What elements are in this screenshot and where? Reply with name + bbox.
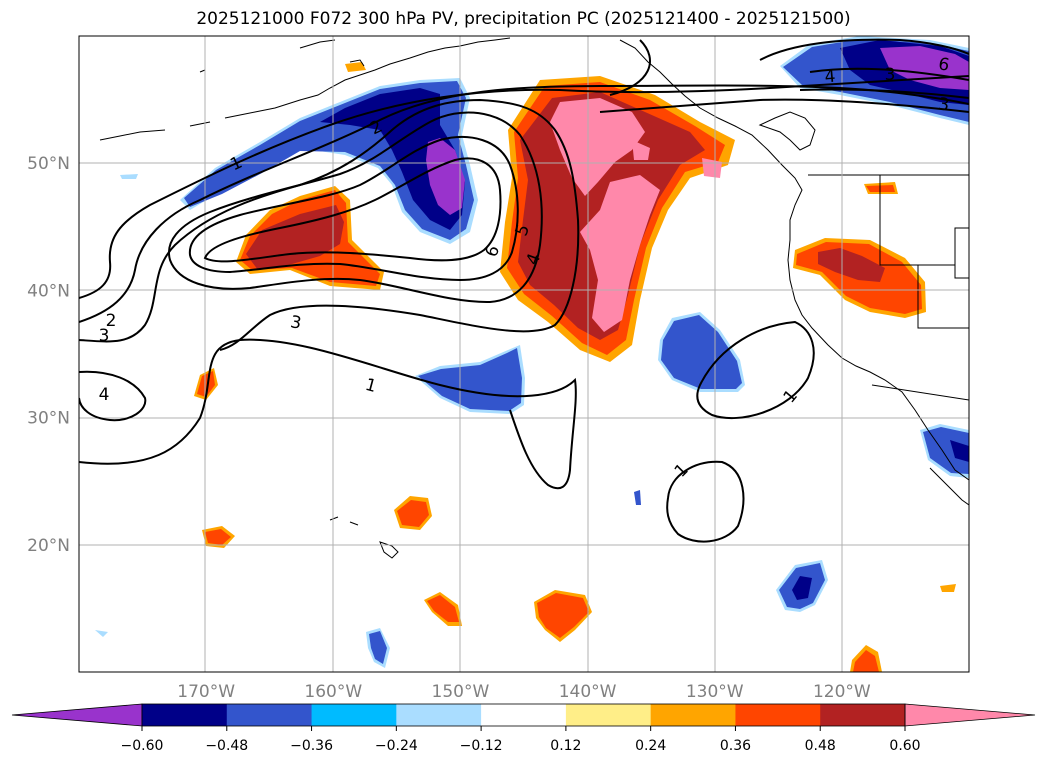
colorbar-segment [650, 704, 736, 726]
latitude-labels: 50°N 40°N 30°N 20°N [27, 154, 70, 556]
pv-contour-2 [79, 84, 969, 323]
colorbar-segment [565, 704, 652, 726]
pv-contour-far [759, 38, 969, 99]
colorbar-segment [311, 704, 397, 726]
coastlines [99, 37, 969, 559]
lon-tick-label: 120°W [813, 682, 871, 702]
pv-contour-1 [79, 75, 969, 299]
pv-label: 3 [99, 326, 110, 346]
precip-positive-fill [194, 62, 956, 672]
lon-tick-label: 170°W [177, 682, 235, 702]
colorbar-tick-label: −0.12 [460, 738, 503, 754]
colorbar-tick-label: 0.24 [635, 738, 666, 754]
pv-contour-1d [666, 460, 745, 543]
colorbar-tick-label: 0.36 [720, 738, 751, 754]
colorbar-tick-label: 0.48 [805, 738, 836, 754]
pv-contour-4b [168, 111, 543, 304]
colorbar-segment [820, 704, 906, 726]
pv-contour-pb [609, 39, 651, 96]
colorbar-tick-label: −0.48 [205, 738, 248, 754]
colorbar-segment [142, 704, 228, 726]
lon-tick-label: 140°W [559, 682, 617, 702]
colorbar-segment [226, 704, 313, 726]
colorbar-segment [396, 704, 482, 726]
lon-tick-label: 150°W [432, 682, 490, 702]
precip-negative-fill [95, 36, 969, 668]
pv-contour-3 [79, 98, 969, 351]
colorbar-segment [735, 704, 821, 726]
colorbar-tick-label: 0.12 [550, 738, 581, 754]
map-area: 1 1 1 1 2 2 3 3 4 4 4 5 6 6 3 3 [79, 36, 969, 672]
pv-label: 3 [937, 94, 951, 115]
colorbar [11, 703, 1036, 731]
colorbar-segment [481, 704, 567, 726]
pv-label: 3 [885, 65, 896, 85]
pv-label: 2 [106, 311, 117, 331]
pv-label: 4 [99, 385, 110, 405]
pv-label: 4 [824, 67, 837, 88]
pv-label: 1 [363, 375, 379, 397]
lat-tick-label: 20°N [27, 536, 70, 556]
lon-tick-label: 130°W [686, 682, 744, 702]
pv-contours [79, 38, 969, 543]
pv-contour-1b [79, 338, 577, 490]
lat-tick-label: 40°N [27, 281, 70, 301]
colorbar-tick-label: 0.60 [889, 738, 920, 754]
pv-label: 6 [937, 54, 951, 76]
pv-contour-5 [188, 136, 519, 282]
lat-tick-label: 30°N [27, 409, 70, 429]
pv-contour-1c [696, 320, 815, 420]
colorbar-frame [141, 703, 906, 727]
pv-label: 3 [289, 312, 303, 334]
colorbar-extend-high [904, 703, 1036, 727]
colorbar-extend-low [11, 703, 143, 727]
pv-contour-4 [79, 370, 147, 422]
lat-tick-label: 50°N [27, 154, 70, 174]
colorbar-tick-label: −0.24 [375, 738, 418, 754]
colorbar-labels: −0.60 −0.48 −0.36 −0.24 −0.12 0.12 0.24 0.36 0.4… [121, 738, 921, 754]
figure-title: 2025121000 F072 300 hPa PV, precipitatio… [196, 9, 851, 29]
pv-contour-6 [203, 157, 502, 263]
colorbar-tick-label: −0.60 [121, 738, 164, 754]
longitude-labels: 170°W 160°W 150°W 140°W 130°W 120°W [177, 682, 871, 702]
lon-tick-label: 160°W [304, 682, 362, 702]
map-frame [78, 35, 970, 673]
colorbar-tick-label: −0.36 [290, 738, 333, 754]
